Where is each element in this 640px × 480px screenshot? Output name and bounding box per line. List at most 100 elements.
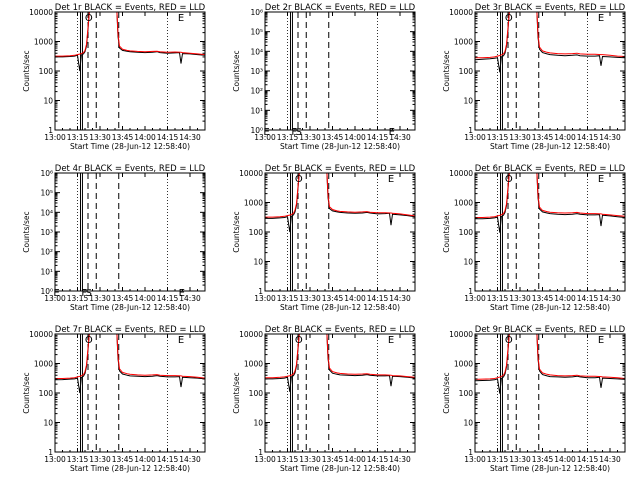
y-tick-label: 1000: [34, 38, 53, 47]
y-tick-label: 10¹: [40, 267, 53, 276]
x-tick-label: 13:45: [112, 455, 134, 464]
series-group: [475, 173, 625, 233]
y-tick-label: 10000: [449, 169, 473, 178]
x-tick-label: 14:15: [577, 133, 599, 142]
x-tick-label: 14:15: [157, 294, 179, 303]
series-line-events: [475, 334, 625, 394]
x-tick-label: 13:45: [322, 133, 344, 142]
axes-frame: [474, 333, 626, 453]
x-tick-label: 13:15: [67, 133, 89, 142]
y-axis-label: Counts/sec: [442, 372, 451, 413]
x-axis-label: Start Time (28-Jun-12 12:58:40): [280, 464, 400, 473]
event-marker-e: E: [389, 127, 395, 138]
axes-frame: [54, 11, 206, 131]
x-tick-label: 14:30: [179, 133, 201, 142]
y-tick-label: 10⁶: [250, 8, 263, 17]
x-tick-label: 14:30: [179, 294, 201, 303]
y-tick-label: 10⁵: [250, 28, 263, 37]
panel-title: Det 5r BLACK = Events, RED = LLD: [265, 164, 416, 174]
x-tick-label: 14:15: [157, 133, 179, 142]
y-tick-label: 10000: [29, 330, 53, 339]
x-tick-label: 13:15: [277, 294, 299, 303]
event-marker-s: S: [296, 127, 302, 138]
y-tick-label: 10000: [449, 330, 473, 339]
y-tick-label: 10⁰: [40, 287, 53, 296]
x-tick-label: 13:45: [322, 294, 344, 303]
x-tick-label: 14:00: [134, 133, 156, 142]
panel-title: Det 6r BLACK = Events, RED = LLD: [475, 164, 626, 174]
x-axis-label: Start Time (28-Jun-12 12:58:40): [280, 142, 400, 151]
y-tick-label: 1: [258, 448, 263, 457]
y-tick-label: 1000: [454, 38, 473, 47]
series-line-lld: [55, 334, 205, 379]
x-axis-label: Start Time (28-Jun-12 12:58:40): [70, 142, 190, 151]
x-tick-label: 13:30: [299, 455, 321, 464]
y-tick-label: 1: [468, 448, 473, 457]
x-tick-label: 14:00: [554, 133, 576, 142]
y-tick-label: 1000: [454, 199, 473, 208]
x-tick-label: 13:30: [89, 133, 111, 142]
series-group: [55, 12, 205, 72]
y-tick-label: 100: [459, 389, 474, 398]
x-tick-label: 13:00: [254, 455, 276, 464]
axes-frame: [264, 11, 416, 131]
event-marker-o: O: [85, 13, 93, 24]
x-tick-label: 13:15: [487, 455, 509, 464]
axes-frame: [264, 172, 416, 292]
axes-frame: [474, 172, 626, 292]
x-tick-label: 13:15: [277, 133, 299, 142]
x-tick-label: 13:00: [464, 133, 486, 142]
series-line-lld: [55, 12, 205, 57]
y-axis-label: Counts/sec: [232, 372, 241, 413]
y-tick-label: 10¹: [250, 106, 263, 115]
series-line-events: [55, 334, 205, 394]
y-axis-label: Counts/sec: [22, 50, 31, 91]
x-tick-label: 14:30: [599, 455, 621, 464]
x-tick-label: 13:15: [67, 455, 89, 464]
series-group: [265, 173, 415, 233]
series-group: [55, 334, 205, 394]
y-tick-label: 10⁴: [40, 208, 53, 217]
x-tick-label: 13:30: [299, 133, 321, 142]
x-tick-label: 14:00: [344, 455, 366, 464]
series-line-lld: [265, 173, 415, 218]
y-tick-label: 1000: [34, 360, 53, 369]
x-tick-label: 14:00: [134, 294, 156, 303]
event-marker-e: E: [53, 288, 59, 299]
x-tick-label: 13:30: [89, 455, 111, 464]
series-line-lld: [475, 334, 625, 380]
x-axis-label: Start Time (28-Jun-12 12:58:40): [70, 464, 190, 473]
y-tick-label: 1: [468, 287, 473, 296]
event-marker-o: O: [505, 335, 513, 346]
y-tick-label: 1: [48, 126, 53, 135]
y-tick-label: 10000: [29, 8, 53, 17]
y-tick-label: 10²: [40, 248, 53, 257]
y-tick-label: 1: [258, 287, 263, 296]
x-tick-label: 14:30: [389, 455, 411, 464]
event-marker-e: E: [263, 127, 269, 138]
x-tick-label: 13:45: [532, 455, 554, 464]
y-axis-label: Counts/sec: [442, 50, 451, 91]
x-tick-label: 14:00: [344, 294, 366, 303]
x-tick-label: 13:45: [532, 294, 554, 303]
x-tick-label: 14:30: [179, 455, 201, 464]
x-tick-label: 13:15: [277, 455, 299, 464]
panel-title: Det 9r BLACK = Events, RED = LLD: [475, 325, 626, 335]
x-tick-label: 13:15: [487, 294, 509, 303]
x-tick-label: 13:15: [487, 133, 509, 142]
x-tick-label: 13:00: [254, 294, 276, 303]
event-marker-e: E: [388, 335, 394, 346]
panel-title: Det 4r BLACK = Events, RED = LLD: [55, 164, 206, 174]
panel-title: Det 3r BLACK = Events, RED = LLD: [475, 3, 626, 13]
x-tick-label: 13:45: [532, 133, 554, 142]
y-tick-label: 10³: [40, 228, 53, 237]
event-marker-s: S: [86, 288, 92, 299]
y-tick-label: 10: [43, 97, 53, 106]
